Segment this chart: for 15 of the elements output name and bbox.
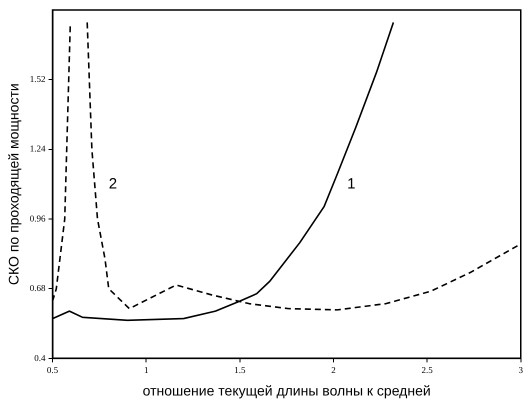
y-tick-label: 1.24: [30, 144, 46, 154]
x-tick-label: 0.5: [46, 365, 59, 376]
y-axis-title: СКО по проходящей мощности: [5, 83, 22, 286]
y-tick-label: 0.4: [34, 352, 46, 363]
series-label: 2: [108, 175, 118, 192]
y-tick-label: 0.68: [30, 283, 46, 294]
x-tick-label: 2: [331, 365, 336, 376]
x-tick-label: 1.5: [234, 365, 246, 376]
y-tick-label: 1.52: [30, 74, 46, 84]
y-tick-label: 0.96: [30, 213, 46, 224]
series-label: 1: [347, 175, 356, 192]
x-tick-label: 2.5: [421, 365, 434, 376]
x-tick-label: 3: [518, 365, 524, 376]
x-axis-title: отношение текущей длины волны к средней: [142, 382, 431, 398]
x-tick-label: 1: [144, 365, 148, 376]
